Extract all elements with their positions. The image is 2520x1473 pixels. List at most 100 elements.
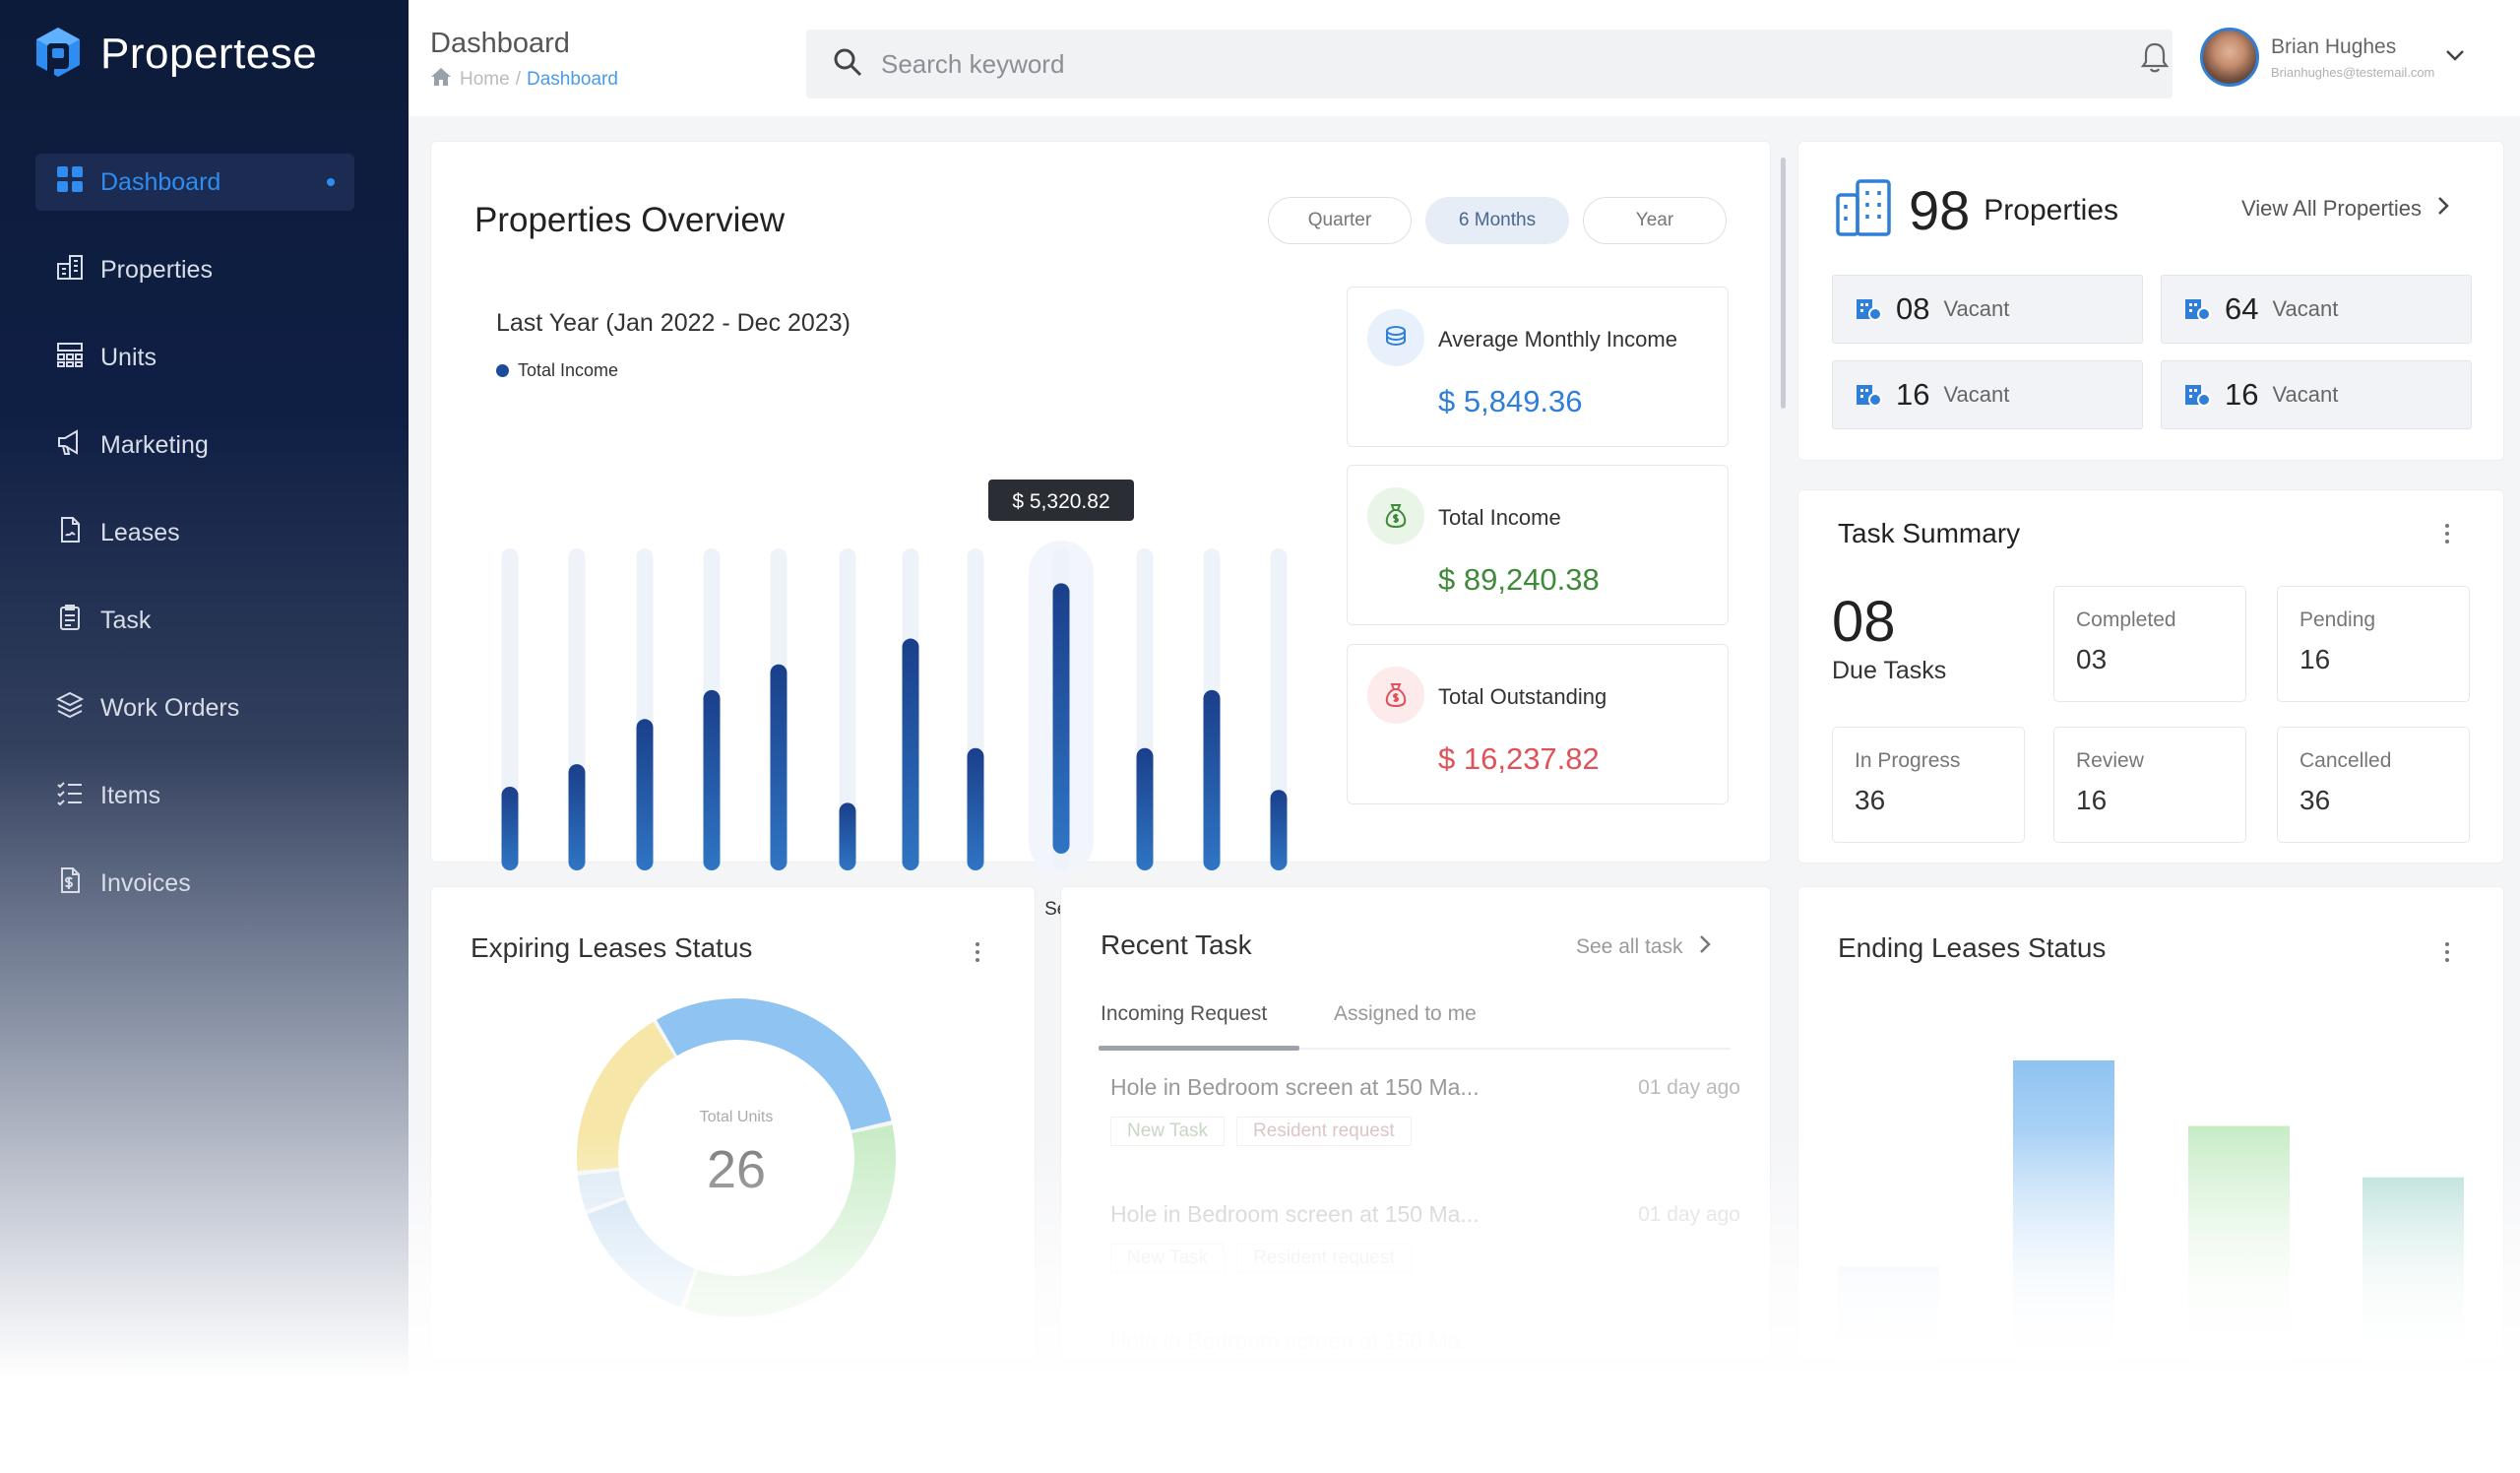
more-options-icon[interactable]: [2445, 524, 2451, 547]
bar-may[interactable]: [770, 664, 788, 870]
bar-oct[interactable]: [1136, 747, 1154, 870]
sidebar-item-units[interactable]: Units: [35, 329, 354, 386]
task-summary-title: Task Summary: [1838, 518, 2021, 548]
tab-assigned-to-me[interactable]: Assigned to me: [1334, 1002, 1477, 1025]
units-icon: [55, 340, 100, 376]
task-status-in-progress[interactable]: In Progress 36: [1832, 727, 2025, 843]
stat-label: Total Income: [1438, 505, 1561, 530]
brand-logo[interactable]: Propertese: [33, 26, 317, 83]
donut-segment[interactable]: [569, 991, 904, 1325]
sidebar-item-work-orders[interactable]: Work Orders: [35, 679, 354, 736]
bar-dec[interactable]: [1270, 790, 1288, 870]
task-status-completed[interactable]: Completed 03: [2053, 586, 2246, 702]
bar-aug[interactable]: [967, 747, 984, 870]
ending-leases-card: Ending Leases Status: [1797, 886, 2504, 1361]
task-title: Hole in Bedroom screen at 150 Ma...: [1110, 1074, 1480, 1100]
see-all-label: See all task: [1576, 935, 1683, 958]
list-item[interactable]: Hole in Bedroom screen at 150 Ma... 01 d…: [1110, 1074, 1740, 1146]
ending-bar[interactable]: [1838, 1266, 1939, 1360]
tooltip-label: $ 5,320.82: [1012, 490, 1109, 513]
more-options-icon[interactable]: [976, 942, 981, 966]
see-all-tasks-link[interactable]: See all task: [1576, 934, 1711, 960]
sidebar-item-dashboard[interactable]: Dashboard: [35, 154, 354, 211]
tag-new-task: New Task: [1110, 1117, 1226, 1146]
recent-task-card: Recent Task See all task Incoming Reques…: [1060, 886, 1771, 1359]
vacancy-tile[interactable]: 16 Vacant: [1832, 360, 2143, 429]
breadcrumb-current[interactable]: Dashboard: [526, 69, 618, 90]
bar-jan[interactable]: [501, 786, 519, 870]
vacancy-label: Vacant: [1943, 382, 2010, 407]
grid-icon: [55, 164, 100, 201]
task-status-pending[interactable]: Pending 16: [2277, 586, 2470, 702]
tab-incoming-request[interactable]: Incoming Request: [1101, 1002, 1268, 1025]
stat-value: $ 5,849.36: [1438, 384, 1583, 418]
stat-label: Average Monthly Income: [1438, 327, 1677, 352]
period-6-months-button[interactable]: 6 Months: [1425, 197, 1569, 244]
list-item[interactable]: Hole in Bedroom screen at 150 Ma... 01 d…: [1110, 1201, 1740, 1273]
user-menu[interactable]: Brian Hughes Brianhughes@testemail.com: [2200, 28, 2466, 87]
bar-sep[interactable]: [1052, 583, 1070, 854]
task-status-review[interactable]: Review 16: [2053, 727, 2246, 843]
search-icon: [832, 46, 863, 83]
home-icon[interactable]: [430, 67, 452, 93]
total-outstanding-card: Total Outstanding $ 16,237.82: [1347, 644, 1729, 804]
bar-apr[interactable]: [703, 689, 721, 870]
legend-swatch: [496, 364, 509, 377]
bar-jul[interactable]: [902, 638, 919, 870]
bar-feb[interactable]: [568, 764, 586, 870]
breadcrumb-home[interactable]: Home: [460, 69, 510, 90]
sidebar-item-invoices[interactable]: Invoices: [35, 855, 354, 912]
ending-bar[interactable]: [2362, 1177, 2464, 1360]
vacancy-tile[interactable]: 08 Vacant: [1832, 275, 2143, 344]
due-tasks: 08 Due Tasks: [1832, 589, 1946, 685]
ending-bar[interactable]: [2013, 1060, 2114, 1360]
sidebar-item-properties[interactable]: Properties: [35, 241, 354, 298]
ending-bar[interactable]: [2188, 1125, 2290, 1361]
scrollbar[interactable]: [1781, 158, 1786, 409]
stat-label: Total Outstanding: [1438, 684, 1607, 709]
vacancy-tile[interactable]: 16 Vacant: [2161, 360, 2472, 429]
sidebar-item-label: Task: [100, 606, 152, 634]
bar-jun[interactable]: [839, 802, 856, 870]
search-bar[interactable]: [806, 30, 2173, 98]
expiring-leases-title: Expiring Leases Status: [471, 932, 753, 963]
sidebar-nav: Dashboard Properties Units Marketing Lea…: [35, 154, 354, 942]
vacancy-label: Vacant: [2272, 382, 2339, 407]
building-icon: [1855, 293, 1882, 326]
megaphone-icon: [55, 427, 100, 464]
chevron-down-icon[interactable]: [2444, 48, 2466, 67]
bar-nov[interactable]: [1203, 689, 1221, 870]
ending-leases-title: Ending Leases Status: [1838, 932, 2107, 963]
sidebar-item-items[interactable]: Items: [35, 767, 354, 824]
sidebar-item-task[interactable]: Task: [35, 592, 354, 649]
average-monthly-income-card: Average Monthly Income $ 5,849.36: [1347, 287, 1729, 447]
bar-mar[interactable]: [636, 719, 654, 870]
chevron-right-icon: [2437, 196, 2449, 222]
avatar: [2200, 28, 2259, 87]
sidebar-item-marketing[interactable]: Marketing: [35, 416, 354, 474]
task-status-cancelled[interactable]: Cancelled 36: [2277, 727, 2470, 843]
sidebar-item-leases[interactable]: Leases: [35, 504, 354, 561]
view-all-properties-link[interactable]: View All Properties: [2241, 196, 2449, 222]
search-input[interactable]: [881, 48, 1767, 80]
bell-icon[interactable]: [2139, 41, 2171, 80]
vacancy-tile[interactable]: 64 Vacant: [2161, 275, 2472, 344]
recent-task-title: Recent Task: [1101, 929, 1252, 960]
sidebar-item-label: Leases: [100, 518, 180, 546]
task-status-label: Pending: [2300, 608, 2376, 631]
expiring-leases-card: Expiring Leases Status Total Units 26: [430, 886, 1036, 1359]
bar-tooltip: [988, 480, 1134, 521]
active-indicator: [327, 178, 335, 186]
tag-resident-request: Resident request: [1236, 1117, 1412, 1146]
period-quarter-button[interactable]: Quarter: [1268, 197, 1412, 244]
donut-center-label: Total Units: [699, 1109, 774, 1125]
task-status-label: Review: [2076, 749, 2144, 772]
period-year-button[interactable]: Year: [1583, 197, 1727, 244]
bar-track: [839, 548, 856, 870]
page-title: Dashboard: [430, 28, 570, 59]
ending-leases-bar-chart: [1838, 1060, 2464, 1361]
more-options-icon[interactable]: [2445, 942, 2451, 966]
vacancy-label: Vacant: [1943, 296, 2010, 321]
view-all-label: View All Properties: [2241, 196, 2423, 221]
list-item[interactable]: Hole in Bedroom screen at 150 Ma...: [1110, 1328, 1740, 1355]
